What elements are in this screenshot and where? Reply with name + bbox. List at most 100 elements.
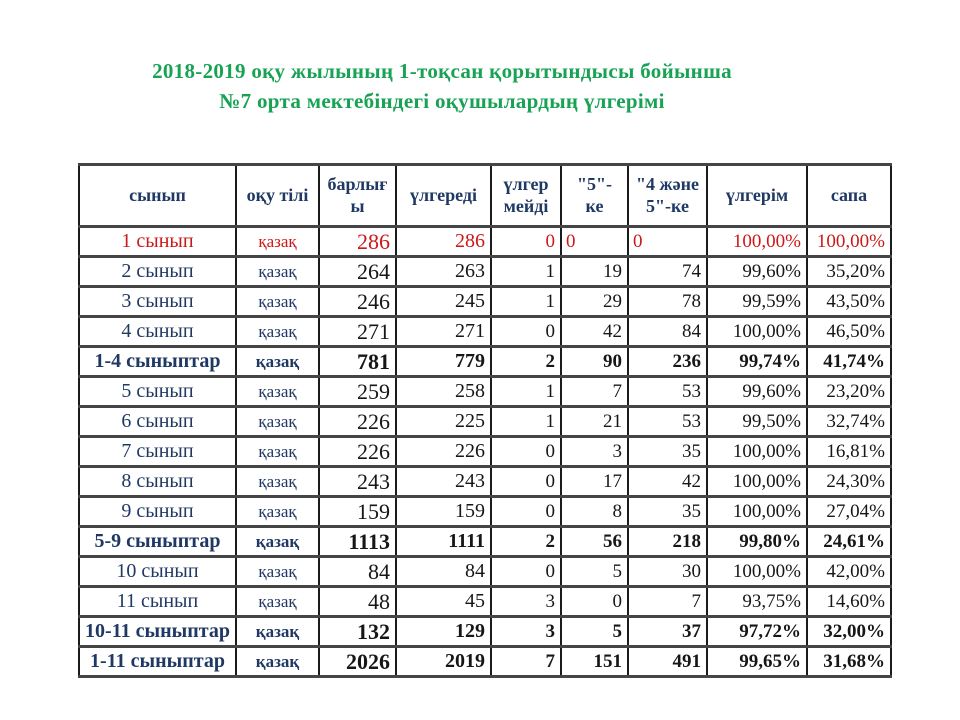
table-row: 1-4 сыныптар қазақ 781 779 2 90 236 99,74% 41,74… (78, 345, 892, 378)
header-cell: үлгерім (706, 163, 808, 228)
row-label-cell: 1-4 сыныптар (78, 345, 237, 378)
table-cell: 42 (627, 465, 708, 498)
table-cell: қазақ (235, 555, 320, 588)
table-row: 1 сынып қазақ 286 286 0 0 0 100,00% 100,00% (78, 225, 892, 258)
table-cell: 23,20% (806, 375, 892, 408)
row-label-cell: 11 сынып (78, 585, 237, 618)
table-cell: 53 (627, 405, 708, 438)
table-cell: 259 (318, 375, 397, 408)
table-cell: 264 (318, 255, 397, 288)
table-cell: 31,68% (806, 645, 892, 678)
table-cell: 2019 (395, 645, 492, 678)
row-label-cell: 10-11 сыныптар (78, 615, 237, 648)
results-table: сынып оқу тілі барлығ ы үлгереді үлгер мейді… (78, 163, 892, 678)
table-cell: 100,00% (706, 435, 808, 468)
table-cell: 132 (318, 615, 397, 648)
page-title: 2018-2019 оқу жылының 1-тоқсан қорытынды… (0, 56, 884, 116)
table-cell: 3 (490, 615, 562, 648)
table-cell: 781 (318, 345, 397, 378)
table-cell: 45 (395, 585, 492, 618)
table-cell: 16,81% (806, 435, 892, 468)
table-cell: 0 (490, 315, 562, 348)
table-cell: 42 (560, 315, 629, 348)
table-cell: 7 (560, 375, 629, 408)
header-cell: сынып (78, 163, 237, 228)
table-cell: 84 (395, 555, 492, 588)
table-cell: 491 (627, 645, 708, 678)
table-cell: 90 (560, 345, 629, 378)
table-cell: 56 (560, 525, 629, 558)
table-cell: 37 (627, 615, 708, 648)
row-label-cell: 7 сынып (78, 435, 237, 468)
header-row: сынып оқу тілі барлығ ы үлгереді үлгер мейді… (78, 163, 892, 228)
table-cell: 779 (395, 345, 492, 378)
table-cell: 100,00% (706, 465, 808, 498)
header-cell: барлығ ы (318, 163, 397, 228)
table-cell: 226 (318, 435, 397, 468)
table-cell: 1113 (318, 525, 397, 558)
row-label-cell: 2 сынып (78, 255, 237, 288)
header-cell: "4 және 5"-ке (627, 163, 708, 228)
table-cell: 30 (627, 555, 708, 588)
table-cell: 84 (627, 315, 708, 348)
table-row: 2 сынып қазақ 264 263 1 19 74 99,60% 35,20% (78, 255, 892, 288)
table-cell: 5 (560, 555, 629, 588)
table-cell: 0 (560, 585, 629, 618)
page-title-line-1: 2018-2019 оқу жылының 1-тоқсан қорытынды… (152, 59, 732, 83)
table-cell: 43,50% (806, 285, 892, 318)
table-cell: 0 (490, 555, 562, 588)
row-label-cell: 1-11 сыныптар (78, 645, 237, 678)
table-cell: қазақ (235, 285, 320, 318)
table-cell: 74 (627, 255, 708, 288)
table-cell: қазақ (235, 405, 320, 438)
table-cell: 100,00% (706, 225, 808, 258)
table-cell: 159 (318, 495, 397, 528)
row-label-cell: 4 сынып (78, 315, 237, 348)
table-cell: 243 (395, 465, 492, 498)
row-label-cell: 9 сынып (78, 495, 237, 528)
row-label-cell: 8 сынып (78, 465, 237, 498)
table-cell: 246 (318, 285, 397, 318)
table-cell: 0 (560, 225, 629, 258)
row-label-cell: 5 сынып (78, 375, 237, 408)
table-cell: 243 (318, 465, 397, 498)
table-cell: 27,04% (806, 495, 892, 528)
table-cell: қазақ (235, 315, 320, 348)
table-cell: 100,00% (706, 495, 808, 528)
table-cell: 1 (490, 375, 562, 408)
table-cell: 0 (490, 465, 562, 498)
header-cell: оқу тілі (235, 163, 320, 228)
table-cell: 151 (560, 645, 629, 678)
table-row: 10-11 сыныптар қазақ 132 129 3 5 37 97,72% 32,00… (78, 615, 892, 648)
table-cell: қазақ (235, 645, 320, 678)
table-cell: 99,50% (706, 405, 808, 438)
table-cell: 46,50% (806, 315, 892, 348)
table-cell: 2026 (318, 645, 397, 678)
table-cell: 7 (627, 585, 708, 618)
table-cell: қазақ (235, 525, 320, 558)
table-cell: 0 (490, 225, 562, 258)
header-cell: үлгер мейді (490, 163, 562, 228)
table-cell: 97,72% (706, 615, 808, 648)
row-label-cell: 1 сынып (78, 225, 237, 258)
table-cell: 218 (627, 525, 708, 558)
table-cell: 35 (627, 435, 708, 468)
table-cell: 99,59% (706, 285, 808, 318)
table-cell: 35,20% (806, 255, 892, 288)
table-row: 10 сынып қазақ 84 84 0 5 30 100,00% 42,00% (78, 555, 892, 588)
table-cell: қазақ (235, 225, 320, 258)
table-cell: қазақ (235, 465, 320, 498)
table-cell: 159 (395, 495, 492, 528)
table-cell: 100,00% (706, 315, 808, 348)
row-label-cell: 6 сынып (78, 405, 237, 438)
table-cell: 225 (395, 405, 492, 438)
table-cell: 1 (490, 255, 562, 288)
table-cell: 41,74% (806, 345, 892, 378)
table-cell: 32,00% (806, 615, 892, 648)
table-cell: қазақ (235, 345, 320, 378)
table-row: 7 сынып қазақ 226 226 0 3 35 100,00% 16,81% (78, 435, 892, 468)
header-cell: "5"- ке (560, 163, 629, 228)
table-cell: 2 (490, 525, 562, 558)
table-cell: 53 (627, 375, 708, 408)
